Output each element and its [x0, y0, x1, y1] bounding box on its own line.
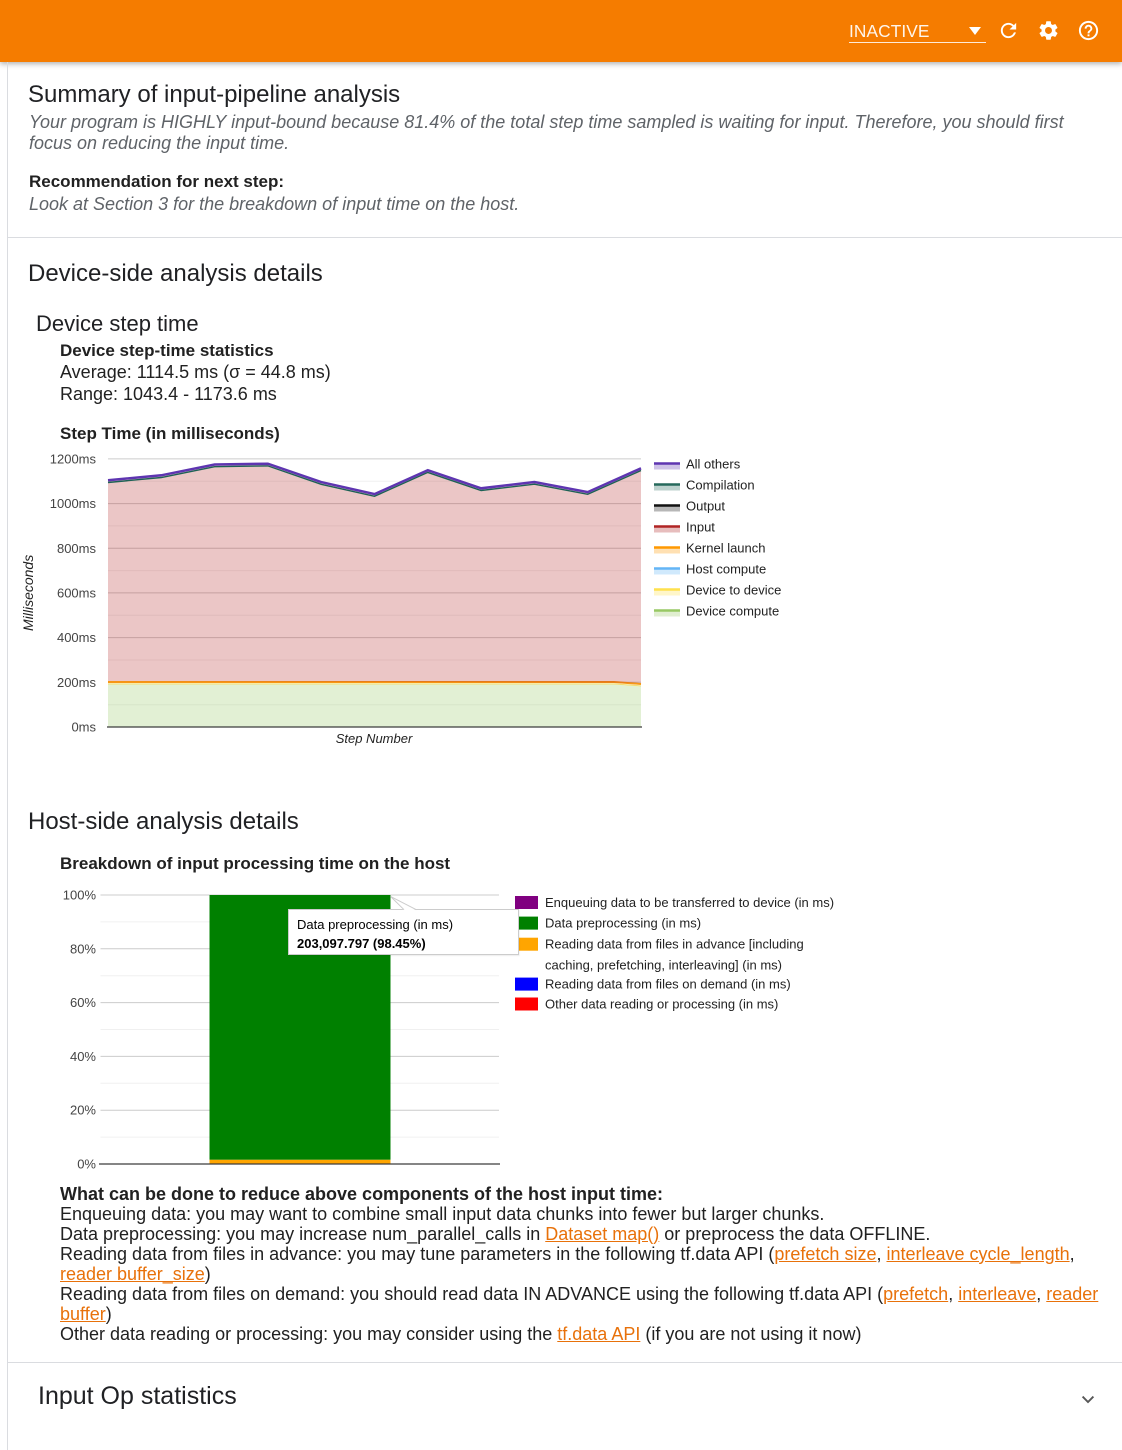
svg-text:Step Number: Step Number	[336, 731, 413, 746]
svg-text:400ms: 400ms	[57, 630, 97, 645]
svg-text:caching, prefetching, interlea: caching, prefetching, interleaving] (in …	[545, 958, 782, 973]
svg-text:Data preprocessing (in ms): Data preprocessing (in ms)	[545, 916, 701, 931]
svg-text:800ms: 800ms	[57, 541, 97, 556]
svg-text:100%: 100%	[63, 888, 97, 903]
svg-text:Reading data from files in adv: Reading data from files in advance [incl…	[545, 937, 804, 952]
svg-text:Compilation: Compilation	[686, 478, 755, 493]
svg-text:0ms: 0ms	[71, 720, 96, 735]
svg-text:600ms: 600ms	[57, 585, 97, 600]
svg-text:Enqueuing data to be transferr: Enqueuing data to be transferred to devi…	[545, 895, 834, 910]
svg-text:0%: 0%	[77, 1157, 96, 1172]
svg-text:60%: 60%	[70, 995, 96, 1010]
svg-text:Device compute: Device compute	[686, 604, 779, 619]
svg-text:40%: 40%	[70, 1049, 96, 1064]
svg-text:1200ms: 1200ms	[50, 451, 97, 466]
svg-text:Kernel launch: Kernel launch	[686, 541, 766, 556]
svg-text:80%: 80%	[70, 941, 96, 956]
svg-text:Output: Output	[686, 499, 725, 514]
svg-text:1000ms: 1000ms	[50, 496, 97, 511]
svg-text:Milliseconds: Milliseconds	[20, 555, 36, 631]
svg-text:200ms: 200ms	[57, 675, 97, 690]
svg-text:Other data reading or processi: Other data reading or processing (in ms)	[545, 997, 778, 1012]
svg-text:Device to device: Device to device	[686, 583, 781, 598]
svg-text:Input: Input	[686, 520, 715, 535]
svg-text:20%: 20%	[70, 1103, 96, 1118]
svg-text:All others: All others	[686, 457, 741, 472]
svg-text:Host compute: Host compute	[686, 562, 766, 577]
svg-text:Reading data from files on dem: Reading data from files on demand (in ms…	[545, 977, 791, 992]
